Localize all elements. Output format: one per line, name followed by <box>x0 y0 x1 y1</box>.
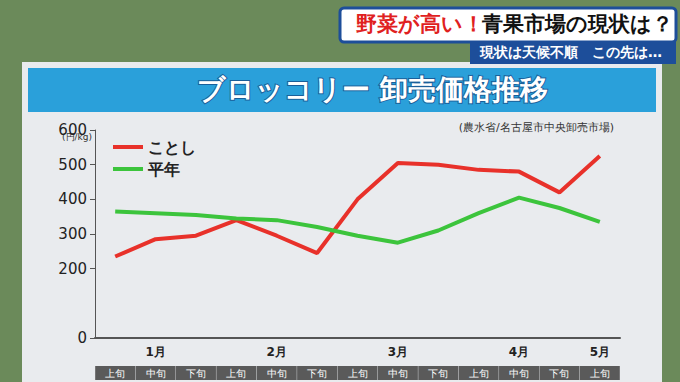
svg-text:中旬: 中旬 <box>388 368 408 379</box>
svg-text:1月: 1月 <box>145 345 165 359</box>
svg-text:600: 600 <box>58 121 87 139</box>
svg-text:300: 300 <box>58 225 87 243</box>
svg-text:上旬: 上旬 <box>590 368 610 379</box>
svg-text:0: 0 <box>77 329 87 347</box>
svg-text:平年: 平年 <box>147 160 180 179</box>
svg-text:2月: 2月 <box>267 345 287 359</box>
svg-text:500: 500 <box>58 156 87 174</box>
svg-text:上旬: 上旬 <box>469 368 489 379</box>
svg-text:上旬: 上旬 <box>226 368 246 379</box>
svg-text:ブロッコリー 卸売価格推移: ブロッコリー 卸売価格推移 <box>197 73 548 106</box>
svg-text:上旬: 上旬 <box>348 368 368 379</box>
svg-text:下旬: 下旬 <box>186 368 206 379</box>
svg-text:青果市場の現状は？: 青果市場の現状は？ <box>481 12 673 36</box>
svg-text:3月: 3月 <box>388 345 408 359</box>
svg-text:下旬: 下旬 <box>549 368 569 379</box>
svg-text:200: 200 <box>58 260 87 278</box>
svg-text:4月: 4月 <box>509 345 529 359</box>
svg-text:(農水省/名古屋市中央卸売市場): (農水省/名古屋市中央卸売市場) <box>459 121 614 134</box>
svg-text:現状は天候不順 この先は…: 現状は天候不順 この先は… <box>479 44 662 60</box>
svg-text:400: 400 <box>58 190 87 208</box>
svg-text:5月: 5月 <box>590 345 610 359</box>
svg-text:中旬: 中旬 <box>146 368 166 379</box>
svg-text:中旬: 中旬 <box>509 368 529 379</box>
svg-text:上旬: 上旬 <box>105 368 125 379</box>
svg-text:中旬: 中旬 <box>267 368 287 379</box>
svg-text:野菜が高い！: 野菜が高い！ <box>356 12 484 36</box>
svg-text:下旬: 下旬 <box>307 368 327 379</box>
svg-text:ことし: ことし <box>148 138 196 157</box>
svg-text:下旬: 下旬 <box>428 368 448 379</box>
